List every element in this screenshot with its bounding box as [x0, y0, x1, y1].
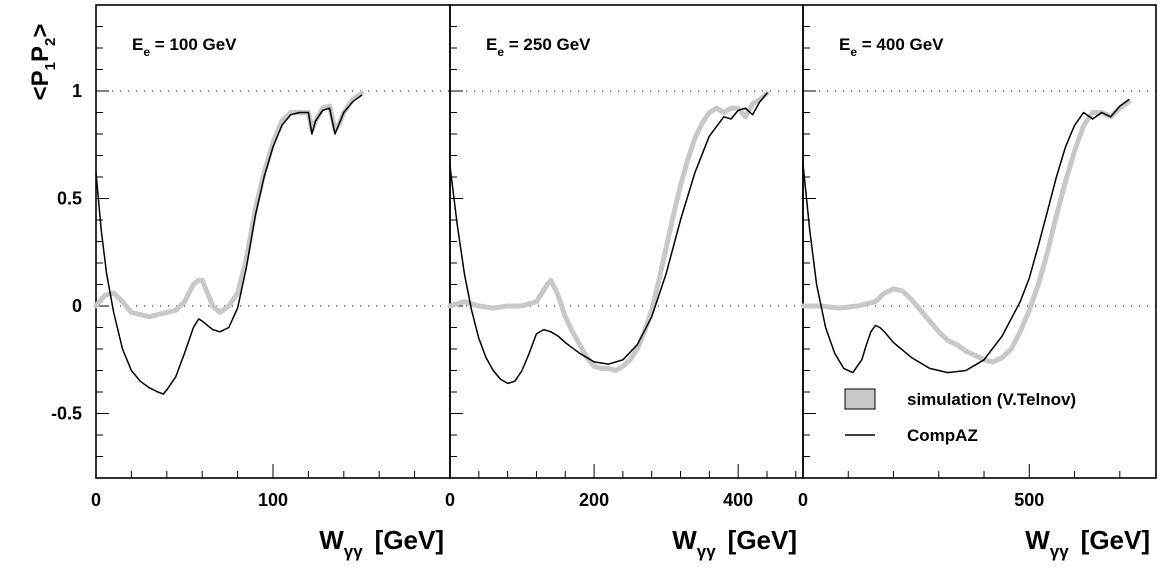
- y-tick-label: -0.5: [51, 404, 82, 424]
- energy-label: Ee = 250 GeV: [486, 35, 591, 59]
- legend-simulation-swatch: [844, 388, 876, 410]
- panel-frame: [95, 4, 451, 479]
- y-tick-label: 0: [72, 296, 82, 316]
- y-tick-label: 0.5: [57, 189, 82, 209]
- x-tick-label: 400: [723, 490, 753, 510]
- legend-simulation-label: simulation (V.Telnov): [907, 390, 1076, 409]
- energy-label: Ee = 100 GeV: [132, 35, 237, 59]
- simulation-curve: [447, 90, 770, 373]
- compaz-curve: [95, 94, 363, 395]
- simulation-curve: [93, 90, 364, 320]
- panel-2: 0 200 400 Ee = 250 GeV Wγγ [GeV]: [445, 4, 804, 561]
- panel-frame: [449, 4, 804, 479]
- energy-label: Ee = 400 GeV: [839, 35, 944, 59]
- panel-3: 0 500 Ee = 400 GeV Wγγ [GeV]: [798, 4, 1157, 561]
- x-axis-label: Wγγ [GeV]: [319, 525, 444, 561]
- compaz-curve: [802, 98, 1130, 374]
- simulation-curve: [800, 99, 1132, 365]
- y-tick-label: 1: [72, 81, 82, 101]
- panel-1: 0 100 Ee = 100 GeV Wγγ [GeV]: [91, 4, 451, 561]
- x-tick-label: 200: [579, 490, 609, 510]
- x-tick-label: 0: [445, 490, 455, 510]
- compaz-curve: [449, 92, 768, 385]
- y-tick-labels: -0.5 0 0.5 1: [51, 81, 82, 424]
- legend: simulation (V.Telnov) CompAZ: [844, 388, 1076, 445]
- x-tick-label: 0: [91, 490, 101, 510]
- x-tick-label: 100: [258, 490, 288, 510]
- y-axis-label: <P1P2>: [27, 24, 59, 101]
- legend-compaz-label: CompAZ: [907, 426, 978, 445]
- x-axis-label: Wγγ [GeV]: [1025, 525, 1150, 561]
- x-tick-label: 500: [1014, 490, 1044, 510]
- x-tick-label: 0: [798, 490, 808, 510]
- x-axis-label: Wγγ [GeV]: [672, 525, 797, 561]
